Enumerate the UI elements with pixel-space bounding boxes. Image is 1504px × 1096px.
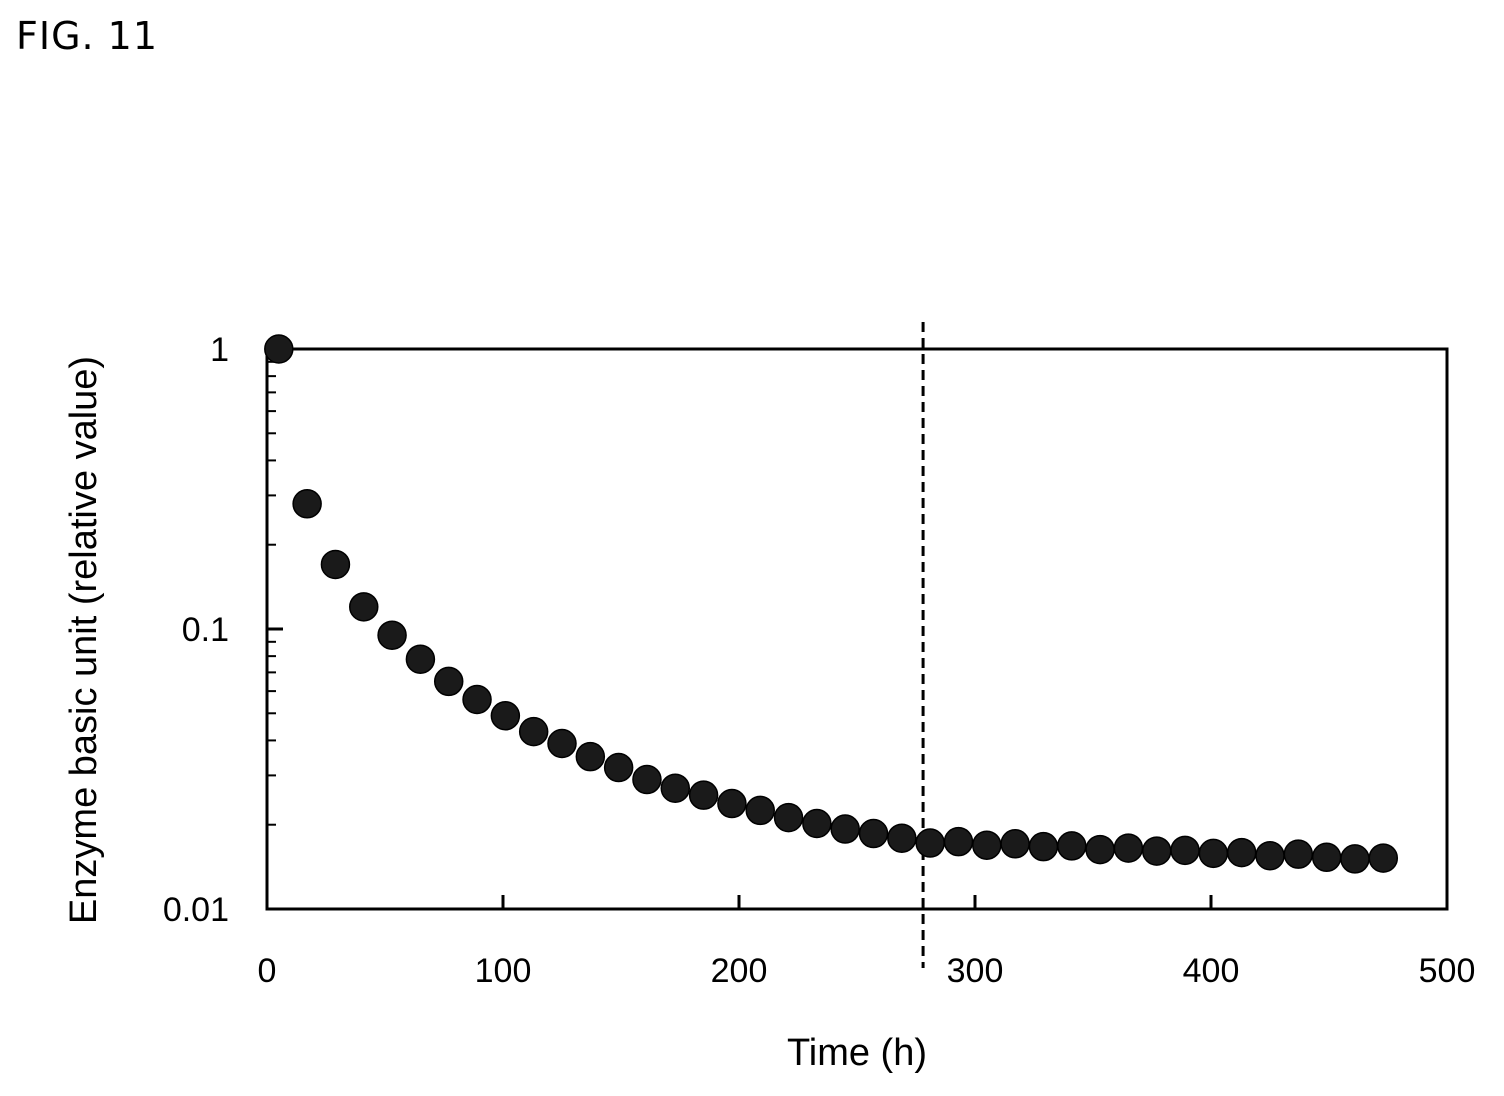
x-axis-title: Time (h) <box>787 1032 927 1074</box>
data-point <box>632 764 662 795</box>
data-point <box>858 818 889 849</box>
data-point <box>830 814 860 844</box>
x-ticks: 0 100 200 300 400 500 <box>258 895 1476 990</box>
data-point <box>377 620 407 650</box>
data-point <box>1226 837 1257 868</box>
data-point <box>1255 840 1285 871</box>
data-point <box>915 828 945 858</box>
data-point <box>603 752 634 783</box>
data-point <box>1170 835 1200 866</box>
data-point <box>405 644 436 674</box>
data-points <box>264 334 1399 874</box>
data-point <box>1368 843 1399 873</box>
y-tick-label: 1 <box>210 331 229 369</box>
data-point <box>1057 831 1087 861</box>
y-axis-title: Enzyme basic unit (relative value) <box>63 356 105 924</box>
data-point <box>1340 844 1370 874</box>
data-point <box>1113 833 1144 863</box>
data-point <box>972 830 1002 860</box>
data-point <box>547 728 577 759</box>
x-tick-label: 100 <box>475 952 532 990</box>
data-point <box>1198 838 1229 869</box>
x-tick-label: 500 <box>1419 952 1476 990</box>
figure-label: FIG. 11 <box>16 14 159 58</box>
data-point <box>1085 834 1115 865</box>
data-point <box>462 684 492 715</box>
data-point <box>887 823 917 853</box>
data-point <box>1000 829 1030 859</box>
data-point <box>264 334 294 364</box>
data-point <box>292 489 322 519</box>
data-point <box>773 802 804 833</box>
y-minor-ticks <box>267 360 276 826</box>
data-point <box>745 795 775 826</box>
data-point <box>433 666 464 697</box>
data-point <box>688 780 719 810</box>
data-point <box>1283 839 1314 869</box>
data-point <box>1141 836 1172 866</box>
y-tick-label: 0.01 <box>163 891 229 929</box>
x-tick-label: 200 <box>711 952 768 990</box>
data-point <box>1028 831 1059 862</box>
data-point <box>320 549 351 580</box>
data-point <box>717 788 747 819</box>
data-point <box>802 808 832 839</box>
data-point <box>518 716 549 747</box>
data-point <box>490 700 521 731</box>
data-point <box>943 826 974 857</box>
x-tick-label: 0 <box>258 952 277 990</box>
x-tick-label: 300 <box>947 952 1004 990</box>
y-major-ticks: 0.01 0.1 1 <box>163 331 283 929</box>
data-point <box>575 741 606 772</box>
data-point <box>660 773 691 803</box>
data-point <box>349 592 379 622</box>
x-tick-label: 400 <box>1183 952 1240 990</box>
y-tick-label: 0.1 <box>182 611 229 649</box>
data-point <box>1311 842 1342 873</box>
